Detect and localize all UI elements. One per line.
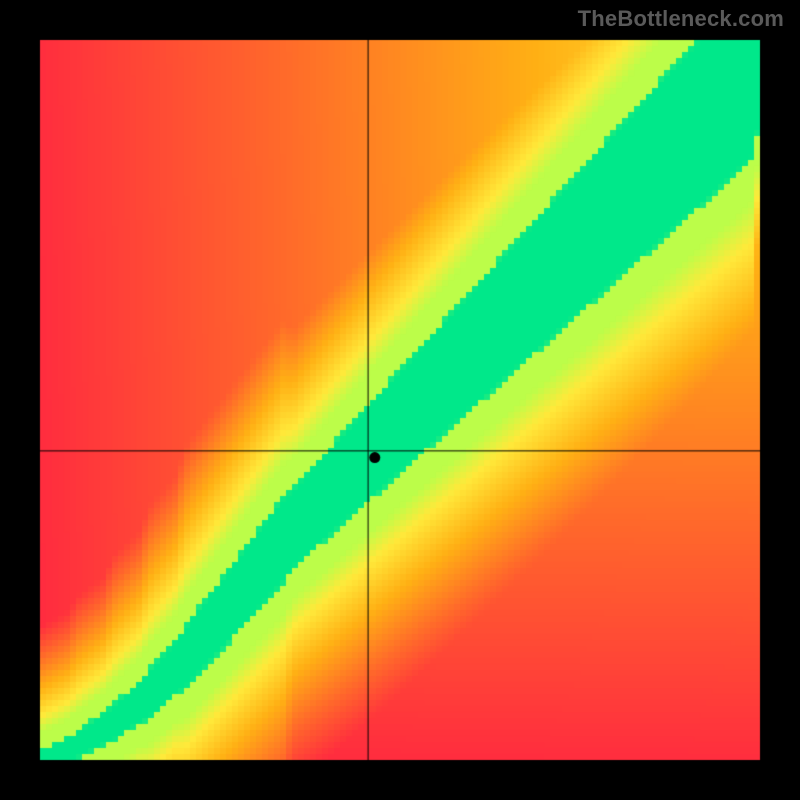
heatmap-canvas <box>0 0 800 800</box>
chart-container: TheBottleneck.com <box>0 0 800 800</box>
watermark-text: TheBottleneck.com <box>578 6 784 32</box>
